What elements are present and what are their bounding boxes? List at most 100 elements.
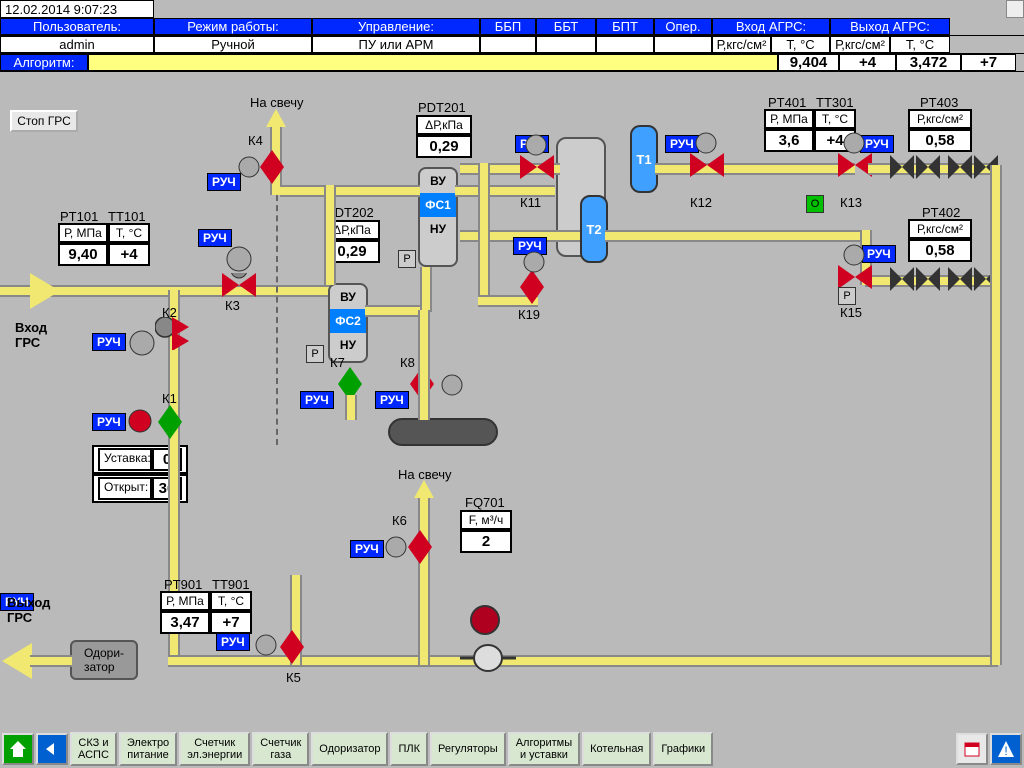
valve-k13[interactable] [838, 153, 872, 187]
svg-text:!: ! [1004, 744, 1007, 758]
footer-button[interactable]: Графики [653, 732, 713, 766]
tt901-val[interactable]: +7 [210, 611, 252, 634]
filter-fs1[interactable]: ВУ ФС1 НУ [418, 167, 458, 267]
k3-label: К3 [225, 298, 240, 313]
k3-actuator-icon [225, 245, 253, 273]
diagram: Вход ГРС PT101 TT101 Р, МПа Т, °С 9,40 +… [0, 95, 1024, 730]
k15-mode[interactable]: РУЧ [862, 245, 896, 263]
k13-label: К13 [840, 195, 862, 210]
footer-button[interactable]: Счетчик газа [252, 732, 309, 766]
tt101-tag: TT101 [108, 209, 146, 224]
k4-actuator-icon [237, 155, 261, 179]
pt401-tag: PT401 [768, 95, 806, 110]
hdr-value: ПУ или АРМ [312, 36, 480, 53]
footer-button[interactable]: Регуляторы [430, 732, 506, 766]
valve-k2[interactable] [155, 317, 189, 351]
pt403-val[interactable]: 0,58 [908, 129, 972, 152]
footer-button[interactable]: ПЛК [390, 732, 428, 766]
pt901-tag: PT901 [164, 577, 202, 592]
hdr-label: Управление: [312, 18, 480, 35]
hdr-label: Пользователь: [0, 18, 154, 35]
valve-k6[interactable] [408, 530, 442, 564]
k2-actuator-icon [128, 329, 156, 357]
agrs-in-p: 9,404 [778, 54, 839, 71]
k6-mode[interactable]: РУЧ [350, 540, 384, 558]
pt901-val[interactable]: 3,47 [160, 611, 210, 634]
o-marker[interactable]: О [806, 195, 824, 213]
pdt201-val[interactable]: 0,29 [416, 135, 472, 158]
footer-button[interactable]: СКЗ и АСПС [70, 732, 117, 766]
tank-t2[interactable]: Т2 [580, 195, 608, 263]
k5-mode2[interactable]: РУЧ [216, 633, 250, 651]
pt402-val[interactable]: 0,58 [908, 239, 972, 262]
pt401-val[interactable]: 3,6 [764, 129, 814, 152]
alert-icon[interactable]: ! [990, 733, 1022, 765]
candle-label: На свечу [250, 95, 304, 110]
candle2-label: На свечу [398, 467, 452, 482]
valve-k1[interactable] [158, 405, 192, 439]
k12-actuator-icon [694, 131, 718, 155]
hdr-label: ББП [480, 18, 536, 35]
fs2-mid: ФС2 [330, 309, 366, 333]
header-icon[interactable] [1006, 0, 1024, 18]
k5-label: К5 [286, 670, 301, 685]
footer-button[interactable]: Электро питание [119, 732, 177, 766]
valve-k11[interactable] [520, 155, 554, 189]
fq701-val[interactable]: 2 [460, 530, 512, 553]
check-valve-3 [890, 267, 940, 291]
p-marker-3[interactable]: Р [838, 287, 856, 305]
pt401-lbl: Р, МПа [764, 109, 814, 129]
k2-mode[interactable]: РУЧ [92, 333, 126, 351]
home-icon[interactable] [2, 733, 34, 765]
pt101-val[interactable]: 9,40 [58, 243, 108, 266]
datetime: 12.02.2014 9:07:23 [0, 0, 154, 18]
valve-k19[interactable] [520, 270, 554, 304]
tt901-tag: TT901 [212, 577, 250, 592]
pdt201-lbl: ΔР,кПа [416, 115, 472, 135]
check-valve-1 [890, 155, 940, 179]
agrs-out-p: 3,472 [896, 54, 961, 71]
k15-actuator-icon [842, 243, 866, 267]
k12-label: К12 [690, 195, 712, 210]
horizontal-vessel [388, 418, 498, 446]
label-input: Вход ГРС [15, 320, 47, 350]
valve-k5[interactable] [280, 630, 314, 664]
k8-label: К8 [400, 355, 415, 370]
p-marker-2[interactable]: Р [306, 345, 324, 363]
tt901-lbl: Т, °С [210, 591, 252, 611]
pt402-tag: PT402 [922, 205, 960, 220]
hdr-value: Ручной [154, 36, 312, 53]
footer-button[interactable]: Котельная [582, 732, 651, 766]
header: 12.02.2014 9:07:23 Пользователь:Режим ра… [0, 0, 1024, 72]
back-icon[interactable] [36, 733, 68, 765]
k8-mode[interactable]: РУЧ [375, 391, 409, 409]
pt901-lbl: Р, МПа [160, 591, 210, 611]
fq701-tag: FQ701 [465, 495, 505, 510]
filter-fs2[interactable]: ВУ ФС2 НУ [328, 283, 368, 363]
footer-button[interactable]: Счетчик эл.энергии [179, 732, 250, 766]
p-marker-1[interactable]: Р [398, 250, 416, 268]
valve-k12[interactable] [690, 153, 724, 187]
hdr-label: Режим работы: [154, 18, 312, 35]
tt301-tag: TT301 [816, 95, 854, 110]
k7-mode[interactable]: РУЧ [300, 391, 334, 409]
tt101-val[interactable]: +4 [108, 243, 150, 266]
pt101-lbl: Р, МПа [58, 223, 108, 243]
k8-actuator-icon [440, 373, 464, 397]
k4-mode[interactable]: РУЧ [207, 173, 241, 191]
k2-label: К2 [162, 305, 177, 320]
fs1-bot: НУ [420, 217, 456, 241]
pt402-lbl: Р,кгс/см² [908, 219, 972, 239]
k13-actuator-icon [842, 131, 866, 155]
footer-button[interactable]: Алгоритмы и уставки [508, 732, 580, 766]
calendar-icon[interactable] [956, 733, 988, 765]
odorizer-box[interactable]: Одори- затор [70, 640, 138, 680]
hdr-label: БПТ [596, 18, 654, 35]
footer-button[interactable]: Одоризатор [311, 732, 388, 766]
open-lbl: Открыт: [98, 477, 152, 500]
tank-t1[interactable]: Т1 [630, 125, 658, 193]
fs2-bot: НУ [330, 333, 366, 357]
hdr-value [596, 36, 654, 53]
valve-k4[interactable] [260, 150, 294, 184]
k1-mode[interactable]: РУЧ [92, 413, 126, 431]
